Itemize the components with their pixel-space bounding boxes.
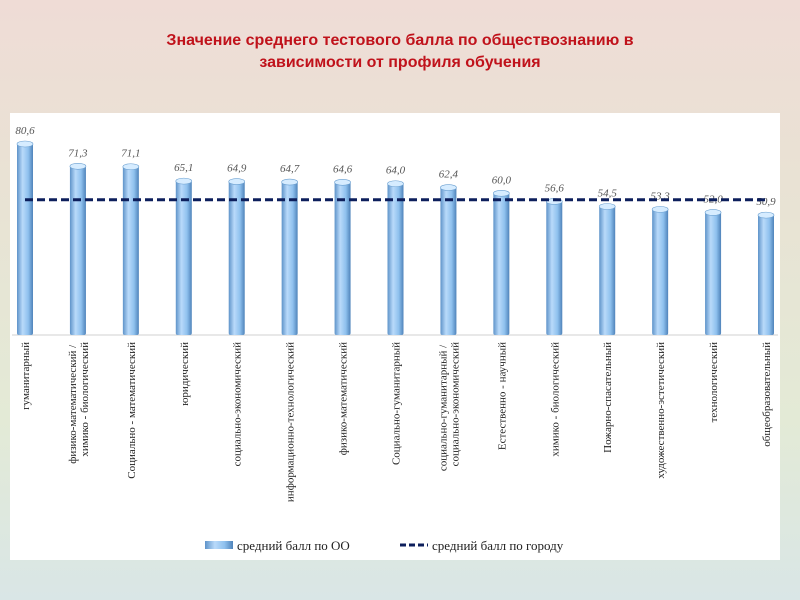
category-label: гуманитарный (20, 342, 32, 410)
category-label: физико-математический / химико - биологи… (67, 342, 91, 464)
bar-cap (387, 180, 404, 188)
data-label: 65,1 (174, 162, 193, 174)
category-label: Естественно - научный (496, 342, 508, 450)
category-label: общеобразовательный (761, 342, 773, 447)
category-label: художественно-эстетический (655, 342, 667, 479)
data-label: 60,0 (492, 174, 512, 186)
data-label: 50,9 (756, 196, 776, 208)
bar-cap (334, 179, 351, 186)
bar (599, 204, 616, 335)
bar (652, 207, 669, 335)
category-label: информационно-технологический (285, 342, 297, 502)
bar-cap (16, 140, 34, 148)
category-label: Социально - математический (126, 342, 138, 479)
bar (69, 164, 86, 335)
bar (705, 210, 722, 335)
bar (387, 181, 404, 335)
bar (175, 179, 192, 335)
bar-cap (228, 178, 246, 185)
title-line-1: Значение среднего тестового балла по общ… (166, 32, 634, 49)
bar (122, 164, 139, 335)
chart-title: Значение среднего тестового балла по общ… (0, 30, 800, 74)
data-label: 71,3 (68, 147, 88, 159)
category-label: юридический (179, 342, 191, 406)
bar (440, 185, 457, 335)
bar-cap (704, 209, 722, 216)
legend-bar-label: средний балл по ОО (237, 538, 350, 553)
bar-cap (440, 184, 457, 191)
category-label: социально-гуманитарный / социально-эконо… (437, 342, 461, 471)
bar (17, 142, 33, 335)
data-label: 62,4 (439, 169, 459, 181)
category-label: технологический (708, 342, 720, 422)
category-label: Пожарно-спасательный (602, 342, 614, 453)
legend-line-label: средний балл по городу (432, 538, 564, 553)
data-label: 54,5 (598, 187, 618, 199)
data-label: 64,9 (227, 163, 247, 175)
category-label: Социально-гуманитарный (391, 342, 403, 465)
bar-cap (493, 190, 510, 197)
bar-cap (122, 163, 140, 171)
data-label: 64,7 (280, 163, 300, 175)
data-label: 64,0 (386, 165, 406, 177)
data-label: 64,6 (333, 163, 353, 175)
data-label: 71,1 (121, 148, 140, 160)
data-label: 56,6 (545, 182, 565, 194)
data-label: 80,6 (15, 125, 35, 137)
bar (281, 180, 298, 335)
bar (334, 180, 351, 335)
category-label: физико-математический (338, 342, 350, 455)
bar-cap (281, 178, 298, 186)
bar-cap (651, 206, 669, 213)
title-line-2: зависимости от профиля обучения (259, 54, 541, 71)
bar-cap (598, 203, 616, 210)
bar (546, 199, 563, 335)
category-label: химико - биологический (549, 342, 561, 457)
bar-cap (69, 162, 87, 170)
category-label: социально-экономический (232, 342, 244, 467)
bar (228, 179, 245, 335)
bar (493, 191, 510, 335)
bar (758, 213, 774, 335)
legend-bar-swatch (205, 541, 233, 549)
bar-cap (757, 211, 775, 219)
bar-cap (175, 177, 193, 185)
